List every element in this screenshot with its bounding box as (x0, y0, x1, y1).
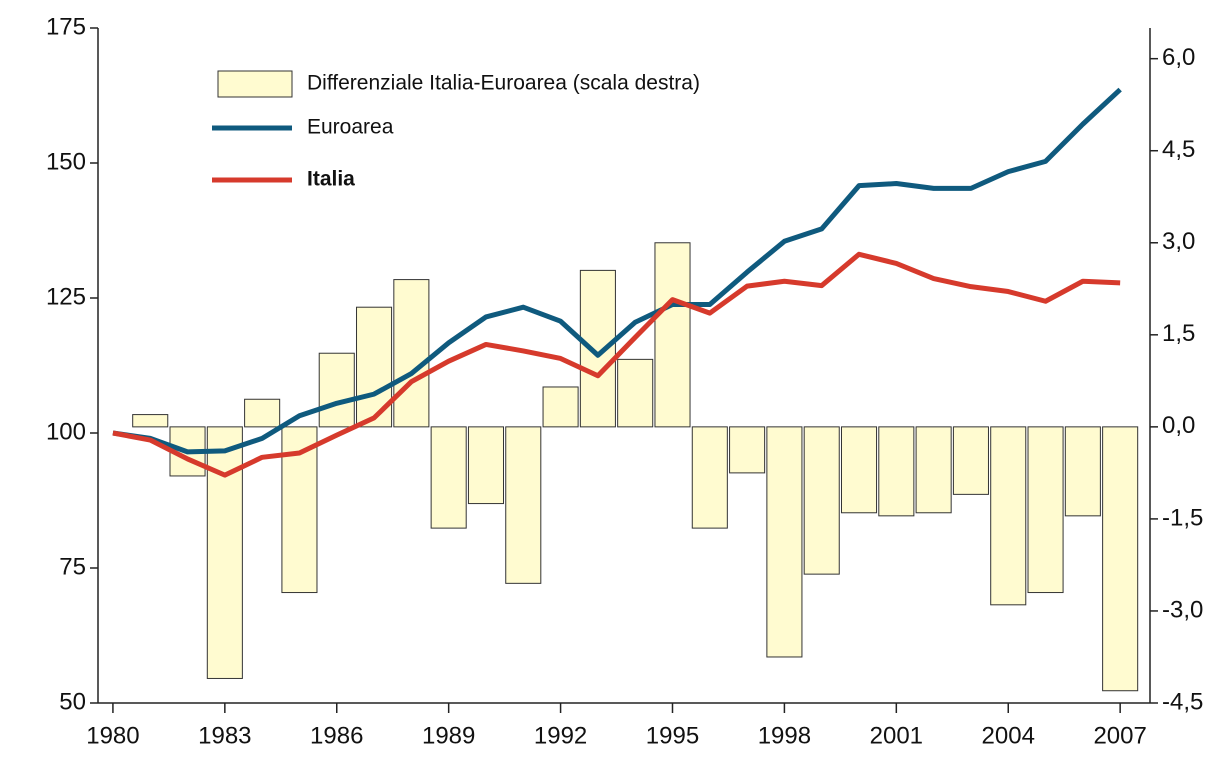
bar (915, 426, 952, 514)
y-tick-label: 175 (46, 13, 86, 40)
legend-label: Italia (307, 168, 355, 191)
x-tick-label: 1986 (310, 722, 363, 749)
y2-tick-label: 0,0 (1162, 412, 1195, 439)
y-tick-label: 75 (59, 553, 86, 580)
y2-tick-label: 4,5 (1162, 136, 1195, 163)
y2-tick-label: -4,5 (1162, 688, 1203, 715)
bar (542, 386, 579, 428)
bar (467, 426, 505, 505)
y2-tick-label: 1,5 (1162, 320, 1195, 347)
bar (990, 426, 1027, 606)
bar (318, 352, 355, 428)
bar (691, 426, 728, 529)
x-tick-label: 2004 (982, 722, 1035, 749)
line (112, 251, 1121, 478)
y2-tick-label: -3,0 (1162, 596, 1203, 623)
x-tick-label: 2007 (1093, 722, 1146, 749)
bar (766, 426, 803, 658)
bar (729, 426, 766, 474)
bar (1102, 426, 1139, 692)
x-tick-label: 1998 (758, 722, 811, 749)
x-tick-label: 1989 (422, 722, 475, 749)
bar (952, 426, 989, 495)
bar (1064, 426, 1101, 517)
bar (132, 414, 169, 428)
y-tick-label: 150 (46, 148, 86, 175)
bar (579, 269, 616, 428)
bar (244, 398, 281, 428)
x-tick-label: 1995 (646, 722, 699, 749)
bar (803, 426, 840, 575)
x-tick-label: 1992 (534, 722, 587, 749)
y-tick-label: 50 (59, 688, 86, 715)
bar (1027, 426, 1064, 594)
bar (878, 426, 915, 517)
bar (617, 358, 654, 428)
bar (840, 426, 878, 514)
x-tick-label: 1983 (198, 722, 251, 749)
bar (430, 426, 467, 529)
bar (206, 426, 243, 679)
legend-label: Euroarea (307, 116, 394, 139)
legend-label: Differenziale Italia-Euroarea (scala des… (307, 72, 700, 95)
x-tick-label: 1980 (86, 722, 139, 749)
bar (505, 426, 542, 584)
bar (393, 279, 430, 428)
bar (654, 242, 691, 428)
y2-tick-label: -1,5 (1162, 504, 1203, 531)
legend-swatch (217, 70, 293, 98)
y-tick-label: 100 (46, 418, 86, 445)
line (112, 87, 1122, 455)
y2-tick-label: 3,0 (1162, 228, 1195, 255)
y2-tick-label: 6,0 (1162, 44, 1195, 71)
x-tick-label: 2001 (870, 722, 923, 749)
y-tick-label: 125 (46, 283, 86, 310)
